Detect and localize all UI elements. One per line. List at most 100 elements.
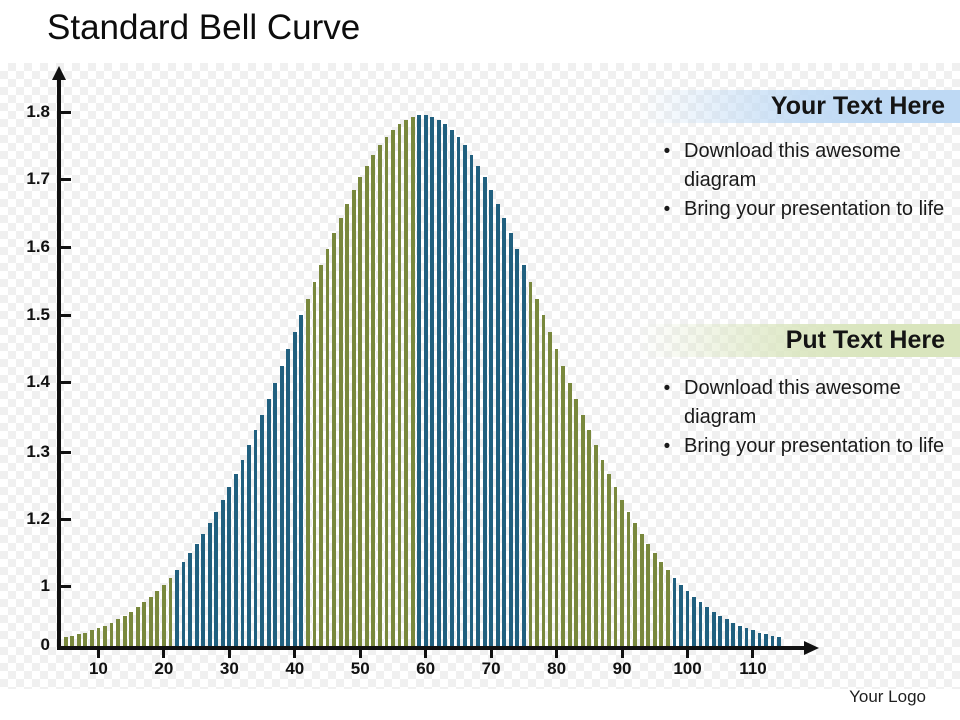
- bar: [698, 602, 703, 646]
- y-tick-mark: [61, 178, 71, 181]
- bar: [201, 533, 206, 646]
- y-tick-label: 1.7: [26, 169, 50, 188]
- x-tick-mark: [555, 650, 559, 658]
- bar: [705, 607, 710, 646]
- bar: [548, 332, 552, 646]
- x-tick-label: 110: [739, 659, 767, 678]
- bar: [600, 459, 605, 646]
- bar: [751, 630, 755, 646]
- y-tick-label: 0: [40, 635, 50, 654]
- x-tick-label: 90: [612, 659, 632, 678]
- bar: [325, 249, 330, 646]
- bar: [70, 635, 75, 646]
- bar: [122, 615, 127, 646]
- bar: [377, 145, 382, 646]
- bar: [417, 115, 422, 646]
- bar: [580, 414, 585, 646]
- bar: [456, 136, 461, 646]
- bullet-icon: •: [663, 199, 671, 220]
- bar: [495, 203, 500, 646]
- bar: [116, 619, 120, 646]
- bar: [214, 511, 219, 646]
- bar: [515, 249, 520, 646]
- x-tick-mark: [620, 650, 624, 658]
- x-tick-mark: [162, 650, 166, 658]
- bar: [633, 523, 638, 646]
- bar: [777, 637, 782, 646]
- bar: [692, 597, 696, 646]
- bar: [652, 553, 657, 646]
- bar: [234, 473, 238, 646]
- bar: [286, 349, 291, 646]
- x-tick-label: 20: [154, 659, 174, 678]
- x-axis-arrow-icon: [804, 641, 819, 655]
- y-tick-mark: [61, 451, 71, 454]
- x-axis-line: [57, 646, 806, 650]
- bar: [574, 398, 579, 646]
- bar: [410, 116, 415, 646]
- bar: [76, 634, 81, 646]
- bar: [207, 523, 212, 646]
- y-tick-label: 1.5: [26, 305, 50, 324]
- bar: [659, 562, 664, 646]
- bar: [508, 233, 513, 646]
- bar: [489, 190, 494, 646]
- page-title: Standard Bell Curve: [47, 8, 361, 47]
- x-tick-label: 100: [673, 659, 702, 678]
- bar: [535, 298, 539, 646]
- y-tick-mark: [61, 314, 71, 317]
- bar: [561, 366, 566, 646]
- bar: [188, 553, 192, 646]
- bar: [613, 486, 618, 646]
- bar: [724, 619, 729, 646]
- bar: [135, 607, 140, 646]
- bar: [404, 119, 408, 646]
- checkerboard-background: [0, 63, 960, 689]
- bar: [338, 218, 343, 646]
- list-item-text: Bring your presentation to life: [684, 435, 945, 457]
- y-tick-label: 1.3: [26, 442, 50, 461]
- x-tick-mark: [424, 650, 428, 658]
- y-tick-mark: [61, 518, 71, 521]
- panel-header-banner: Your Text Here: [638, 90, 960, 123]
- bar: [463, 145, 467, 646]
- bullet-icon: •: [663, 436, 671, 457]
- bar: [168, 577, 173, 646]
- x-tick-label: 10: [88, 659, 108, 678]
- bar: [332, 233, 336, 646]
- bar: [129, 611, 134, 646]
- bar: [587, 430, 592, 646]
- bar: [364, 165, 369, 646]
- bar: [220, 499, 225, 646]
- y-tick-label: 1.2: [26, 509, 50, 528]
- panel-bullet-list: • Download this awesome diagram • Bring you…: [650, 137, 952, 224]
- bar: [292, 332, 297, 646]
- bar: [737, 625, 742, 646]
- list-item-text: Download this awesome diagram: [684, 140, 901, 191]
- bar: [90, 630, 94, 646]
- logo-text: Your Logo: [849, 687, 926, 706]
- bar: [96, 628, 101, 646]
- x-tick-label: 60: [416, 659, 436, 678]
- bar: [83, 632, 88, 646]
- bar: [247, 445, 251, 646]
- bar: [371, 154, 376, 646]
- bar: [469, 154, 474, 646]
- bar: [358, 177, 363, 646]
- bar: [449, 129, 454, 646]
- bar: [175, 570, 179, 646]
- x-tick-mark: [751, 650, 755, 658]
- bar: [711, 611, 716, 646]
- x-tick-mark: [686, 650, 689, 658]
- bar: [665, 570, 670, 646]
- bar: [397, 123, 402, 646]
- bar: [260, 414, 264, 646]
- bar: [279, 366, 284, 646]
- bar: [443, 123, 448, 646]
- x-tick-mark: [489, 650, 493, 658]
- x-tick-mark: [358, 650, 362, 658]
- bar: [639, 533, 644, 646]
